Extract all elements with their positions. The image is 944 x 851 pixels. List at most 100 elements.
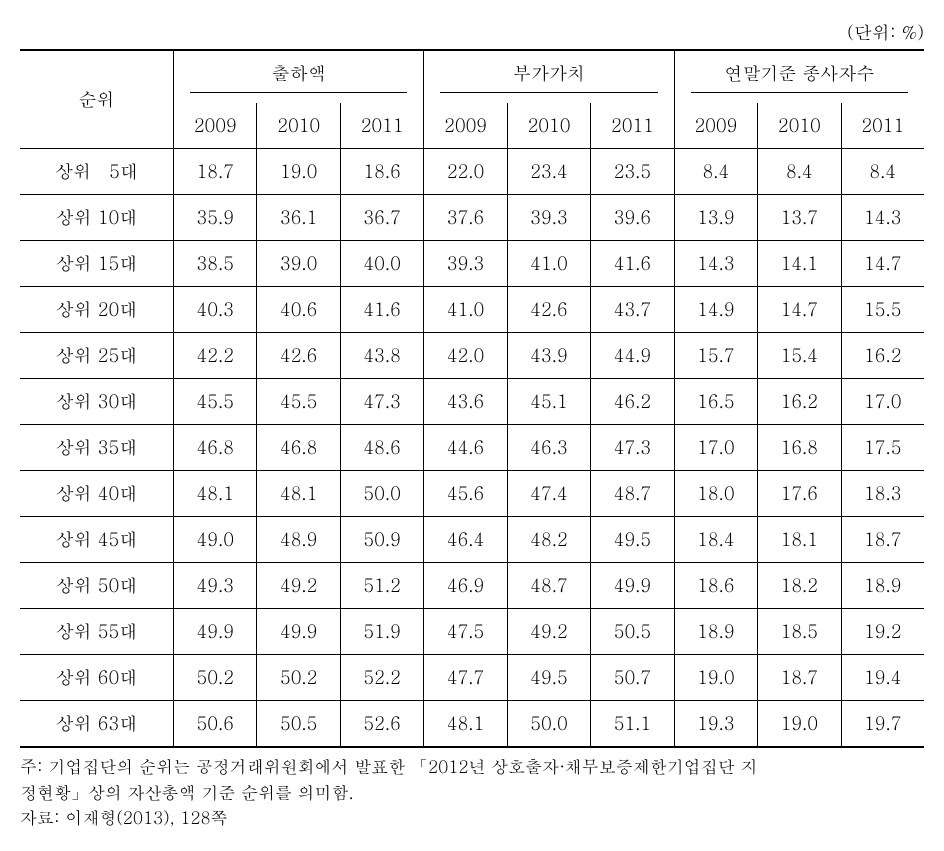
- data-cell: 18.6: [340, 149, 423, 195]
- data-cell: 40.0: [340, 241, 423, 287]
- year-header: 2010: [758, 103, 841, 149]
- data-cell: 18.2: [758, 563, 841, 609]
- table-row: 상위 60대50.250.252.247.749.550.719.018.719…: [20, 655, 924, 701]
- data-cell: 17.6: [758, 471, 841, 517]
- header-rank: 순위: [20, 50, 174, 149]
- data-cell: 51.2: [340, 563, 423, 609]
- data-cell: 14.1: [758, 241, 841, 287]
- data-cell: 43.6: [424, 379, 507, 425]
- data-cell: 46.8: [174, 425, 257, 471]
- rank-cell: 상위 5대: [20, 149, 174, 195]
- unit-label: (단위: %): [20, 20, 924, 45]
- data-cell: 43.9: [507, 333, 590, 379]
- data-cell: 49.5: [507, 655, 590, 701]
- data-cell: 18.4: [674, 517, 757, 563]
- note-line: 주: 기업집단의 순위는 공정거래위원회에서 발표한 「2012년 상호출자·채…: [20, 754, 924, 780]
- data-cell: 50.2: [174, 655, 257, 701]
- data-cell: 15.7: [674, 333, 757, 379]
- data-cell: 39.0: [257, 241, 340, 287]
- data-cell: 41.6: [340, 287, 423, 333]
- data-cell: 50.2: [257, 655, 340, 701]
- data-cell: 48.2: [507, 517, 590, 563]
- data-cell: 14.9: [674, 287, 757, 333]
- data-cell: 46.3: [507, 425, 590, 471]
- data-cell: 48.7: [591, 471, 674, 517]
- data-cell: 19.0: [758, 701, 841, 748]
- rank-cell: 상위 45대: [20, 517, 174, 563]
- data-cell: 48.9: [257, 517, 340, 563]
- data-cell: 49.2: [257, 563, 340, 609]
- data-cell: 14.3: [841, 195, 924, 241]
- data-cell: 50.0: [340, 471, 423, 517]
- data-cell: 19.2: [841, 609, 924, 655]
- year-header: 2009: [174, 103, 257, 149]
- data-cell: 18.9: [841, 563, 924, 609]
- data-cell: 18.3: [841, 471, 924, 517]
- data-cell: 41.6: [591, 241, 674, 287]
- data-cell: 16.2: [841, 333, 924, 379]
- table-row: 상위 5대18.719.018.622.023.423.58.48.48.4: [20, 149, 924, 195]
- data-cell: 18.9: [674, 609, 757, 655]
- data-cell: 13.9: [674, 195, 757, 241]
- data-cell: 42.2: [174, 333, 257, 379]
- table-row: 상위 45대49.048.950.946.448.249.518.418.118…: [20, 517, 924, 563]
- data-cell: 40.3: [174, 287, 257, 333]
- data-cell: 50.7: [591, 655, 674, 701]
- year-header: 2010: [257, 103, 340, 149]
- rank-cell: 상위 15대: [20, 241, 174, 287]
- table-row: 상위 35대46.846.848.644.646.347.317.016.817…: [20, 425, 924, 471]
- data-cell: 47.7: [424, 655, 507, 701]
- data-cell: 40.6: [257, 287, 340, 333]
- data-cell: 48.1: [424, 701, 507, 748]
- data-cell: 18.7: [841, 517, 924, 563]
- data-cell: 45.5: [174, 379, 257, 425]
- data-cell: 49.3: [174, 563, 257, 609]
- data-cell: 52.2: [340, 655, 423, 701]
- data-cell: 48.1: [257, 471, 340, 517]
- data-cell: 48.7: [507, 563, 590, 609]
- table-row: 상위 25대42.242.643.842.043.944.915.715.416…: [20, 333, 924, 379]
- data-cell: 36.1: [257, 195, 340, 241]
- data-cell: 47.5: [424, 609, 507, 655]
- data-cell: 18.6: [674, 563, 757, 609]
- table-row: 상위 30대45.545.547.343.645.146.216.516.217…: [20, 379, 924, 425]
- data-cell: 18.5: [758, 609, 841, 655]
- data-cell: 49.9: [591, 563, 674, 609]
- year-header: 2011: [591, 103, 674, 149]
- table-row: 상위 40대48.148.150.045.647.448.718.017.618…: [20, 471, 924, 517]
- note-line: 자료: 이재형(2013), 128쪽: [20, 805, 924, 831]
- data-cell: 14.7: [841, 241, 924, 287]
- group-header-1: 출하액: [174, 50, 424, 103]
- data-cell: 15.5: [841, 287, 924, 333]
- rank-cell: 상위 35대: [20, 425, 174, 471]
- data-cell: 44.6: [424, 425, 507, 471]
- data-cell: 48.1: [174, 471, 257, 517]
- data-cell: 13.7: [758, 195, 841, 241]
- data-cell: 45.6: [424, 471, 507, 517]
- data-cell: 17.0: [674, 425, 757, 471]
- data-cell: 49.5: [591, 517, 674, 563]
- rank-cell: 상위 40대: [20, 471, 174, 517]
- rank-cell: 상위 10대: [20, 195, 174, 241]
- data-cell: 41.0: [507, 241, 590, 287]
- data-cell: 19.0: [674, 655, 757, 701]
- rank-cell: 상위 60대: [20, 655, 174, 701]
- rank-cell: 상위 63대: [20, 701, 174, 748]
- data-cell: 50.5: [591, 609, 674, 655]
- data-cell: 49.2: [507, 609, 590, 655]
- data-cell: 16.5: [674, 379, 757, 425]
- table-row: 상위 20대40.340.641.641.042.643.714.914.715…: [20, 287, 924, 333]
- table-row: 상위 55대49.949.951.947.549.250.518.918.519…: [20, 609, 924, 655]
- rank-cell: 상위 55대: [20, 609, 174, 655]
- data-cell: 16.8: [758, 425, 841, 471]
- data-cell: 47.3: [340, 379, 423, 425]
- data-cell: 36.7: [340, 195, 423, 241]
- data-cell: 17.0: [841, 379, 924, 425]
- data-cell: 51.1: [591, 701, 674, 748]
- data-cell: 45.1: [507, 379, 590, 425]
- year-header: 2009: [674, 103, 757, 149]
- data-cell: 46.4: [424, 517, 507, 563]
- table-row: 상위 50대49.349.251.246.948.749.918.618.218…: [20, 563, 924, 609]
- data-cell: 14.3: [674, 241, 757, 287]
- rank-cell: 상위 20대: [20, 287, 174, 333]
